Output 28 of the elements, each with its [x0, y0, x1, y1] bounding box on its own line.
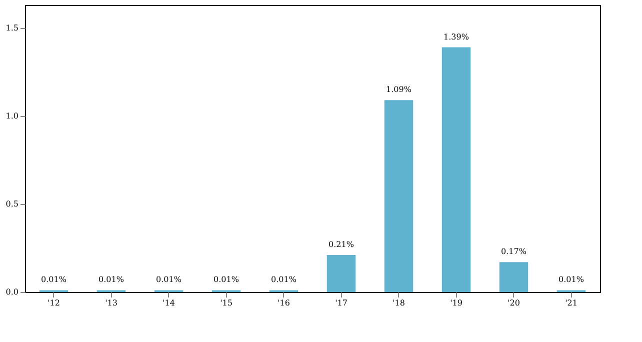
data-label: 0.01%: [156, 275, 182, 284]
x-tick-label: '14: [162, 298, 175, 308]
data-label: 0.17%: [501, 247, 527, 256]
data-label: 0.01%: [98, 275, 124, 284]
data-label: 1.39%: [444, 32, 470, 42]
y-tick-label: 1.5: [6, 23, 18, 32]
x-tick-label: '20: [508, 298, 520, 308]
x-tick-label: '16: [278, 298, 290, 308]
y-tick-label: 1.0: [6, 111, 18, 120]
data-label: 0.01%: [271, 275, 297, 284]
x-tick-label: '17: [335, 298, 348, 308]
bar: [499, 262, 528, 292]
data-label: 0.01%: [214, 275, 240, 284]
data-label: 0.21%: [328, 240, 354, 250]
x-tick-label: '13: [105, 298, 118, 308]
bar: [442, 47, 471, 292]
x-tick-label: '19: [450, 298, 462, 308]
data-label: 0.01%: [558, 275, 584, 284]
x-tick-label: '18: [392, 298, 405, 308]
y-tick-label: 0.0: [6, 288, 18, 296]
data-label: 1.09%: [386, 85, 412, 94]
data-label: 0.01%: [41, 275, 67, 284]
bar: [326, 255, 356, 292]
x-tick-label: '15: [220, 298, 232, 308]
x-tick-label: '21: [565, 298, 578, 308]
y-tick-label: 0.5: [6, 199, 18, 208]
bar: [384, 100, 414, 292]
x-tick-label: '12: [48, 298, 60, 308]
